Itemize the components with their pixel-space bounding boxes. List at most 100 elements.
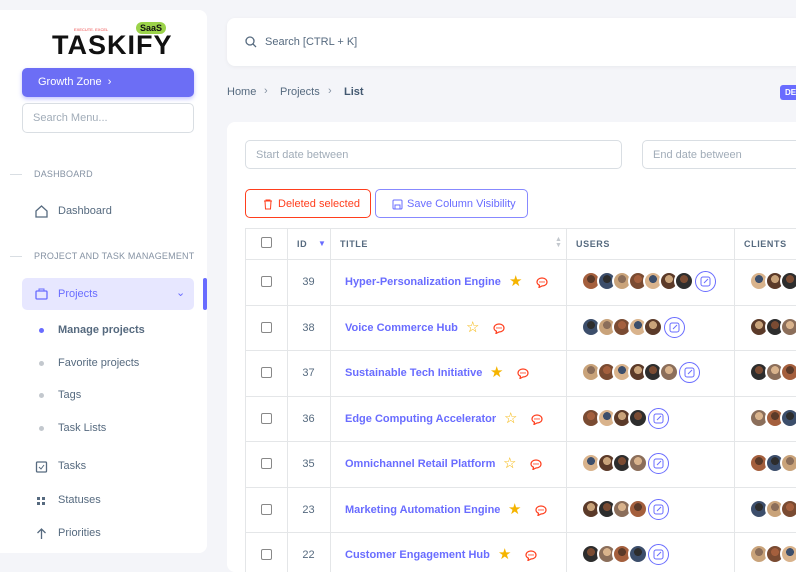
favorite-star[interactable]: ★ [509,273,523,290]
avatar [674,271,694,291]
placeholder: End date between [653,148,742,161]
nav-item[interactable]: Dashboard [58,205,112,217]
project-title[interactable]: Sustainable Tech Initiative [345,367,483,379]
projects-card: Start date between End date between Dele… [227,122,796,572]
save-columns-button[interactable]: Save Column Visibility [375,189,528,218]
icon [35,205,48,218]
comments-icon[interactable] [536,275,548,293]
avatar [658,362,679,382]
comments-icon[interactable] [493,321,505,339]
edit-users[interactable] [648,498,669,520]
column-header[interactable]: TITLE [340,239,368,249]
breadcrumb-item[interactable]: Home [227,86,257,98]
section-title: PROJECT AND TASK MANAGEMENT [34,251,195,261]
topbar: Search [CTRL + K] [227,18,796,66]
row-checkbox[interactable] [261,412,272,424]
chevron: ⌄ [176,287,186,299]
column-border [330,229,331,572]
edit-users[interactable] [648,453,669,474]
nav-subitem[interactable]: Task Lists [58,422,107,435]
nav-item[interactable]: Tasks [58,460,87,472]
project-title[interactable]: Marketing Automation Engine [345,503,501,516]
project-title[interactable]: Hyper-Personalization Engine [345,276,501,288]
row-checkbox[interactable] [261,276,272,287]
row-id: 23 [302,503,315,516]
row-checkbox[interactable] [261,458,272,469]
icon [35,494,48,512]
comments-icon[interactable] [530,457,542,475]
column-header[interactable]: USERS [576,239,611,249]
row-checkbox[interactable] [261,549,272,560]
project-title[interactable]: Voice Commerce Hub [345,321,458,334]
logo-tagline: EXECUTE. EXCEL [74,27,109,32]
comments-icon[interactable] [531,412,543,430]
edit-users[interactable] [694,271,716,292]
project-title[interactable]: Edge Computing Accelerator [345,412,497,425]
sort-icon: ▲ ▼ [555,236,562,249]
favorite-star[interactable]: ★ [490,364,504,381]
avatar [780,498,796,519]
date-filter[interactable]: End date between [642,140,796,169]
column-header[interactable]: ID [297,239,308,249]
avatar [643,316,663,337]
row-id: 37 [302,367,315,379]
row-id: 22 [302,549,315,561]
placeholder: Start date between [256,148,349,161]
delete-button[interactable]: Deleted selected [245,189,371,218]
breadcrumb-separator: › [264,85,268,97]
sort-icon: ▼ [318,239,326,248]
favorite-star[interactable]: ★ [508,500,522,518]
sidebar: TASKIFY SaaS EXECUTE. EXCEL Growth Zone … [0,10,207,553]
edit-users[interactable] [648,407,669,429]
avatar [780,271,796,291]
bullet [39,426,44,432]
comments-icon[interactable] [535,503,547,521]
nav-item[interactable]: Projects [58,288,98,300]
menu-search[interactable]: Search Menu... [22,103,194,133]
nav-item[interactable]: Priorities [58,527,101,539]
bullet [39,393,44,399]
project-title[interactable]: Omnichannel Retail Platform [345,458,496,470]
edit-users[interactable] [648,544,669,565]
breadcrumb-item[interactable]: Projects [280,86,320,98]
row-id: 36 [302,412,315,425]
favorite-star[interactable]: ☆ [503,455,517,472]
nav-active[interactable] [22,278,194,310]
row-id: 39 [302,276,315,288]
global-search[interactable]: Search [CTRL + K] [265,36,358,48]
avatar [780,544,796,564]
column-header[interactable]: CLIENTS [744,239,787,249]
nav-subitem[interactable]: Tags [58,389,82,402]
favorite-star[interactable]: ☆ [504,409,518,427]
comments-icon[interactable] [525,548,537,566]
project-title[interactable]: Customer Engagement Hub [345,549,490,561]
table-row: 23 Marketing Automation Engine ★ [246,486,796,533]
row-checkbox[interactable] [261,367,272,378]
favorite-star[interactable]: ☆ [466,318,480,336]
row-checkbox[interactable] [261,503,272,515]
divider [10,256,22,257]
edit-users[interactable] [663,316,685,338]
date-filter[interactable]: Start date between [245,140,622,169]
projects-table: ID TITLE USERS CLIENTS ▼ ▲ ▼ 39 Hyper-Personaliz… [245,228,796,572]
row-checkbox[interactable] [261,321,272,333]
table-row: 22 Customer Engagement Hub ★ [246,532,796,572]
nav-item[interactable]: Statuses [58,493,101,506]
edit-users[interactable] [679,362,700,383]
logo: TASKIFY SaaS EXECUTE. EXCEL [52,22,172,60]
comments-icon[interactable] [517,366,529,384]
breadcrumb-item: List [344,86,364,98]
button-label: Save Column Visibility [407,198,516,210]
nav-subitem[interactable]: Manage projects [58,324,145,336]
table-row: 36 Edge Computing Accelerator ☆ [246,395,796,442]
table-row: 39 Hyper-Personalization Engine ★ [246,259,796,305]
nav-subitem[interactable]: Favorite projects [58,356,140,369]
header-checkbox[interactable] [261,237,272,248]
avatar [780,362,796,382]
favorite-star[interactable]: ★ [498,546,512,563]
icon [35,288,48,300]
avatar [627,544,648,564]
avatar [627,498,648,519]
workspace-button[interactable]: Growth Zone › [22,68,194,97]
avatar [627,407,648,428]
